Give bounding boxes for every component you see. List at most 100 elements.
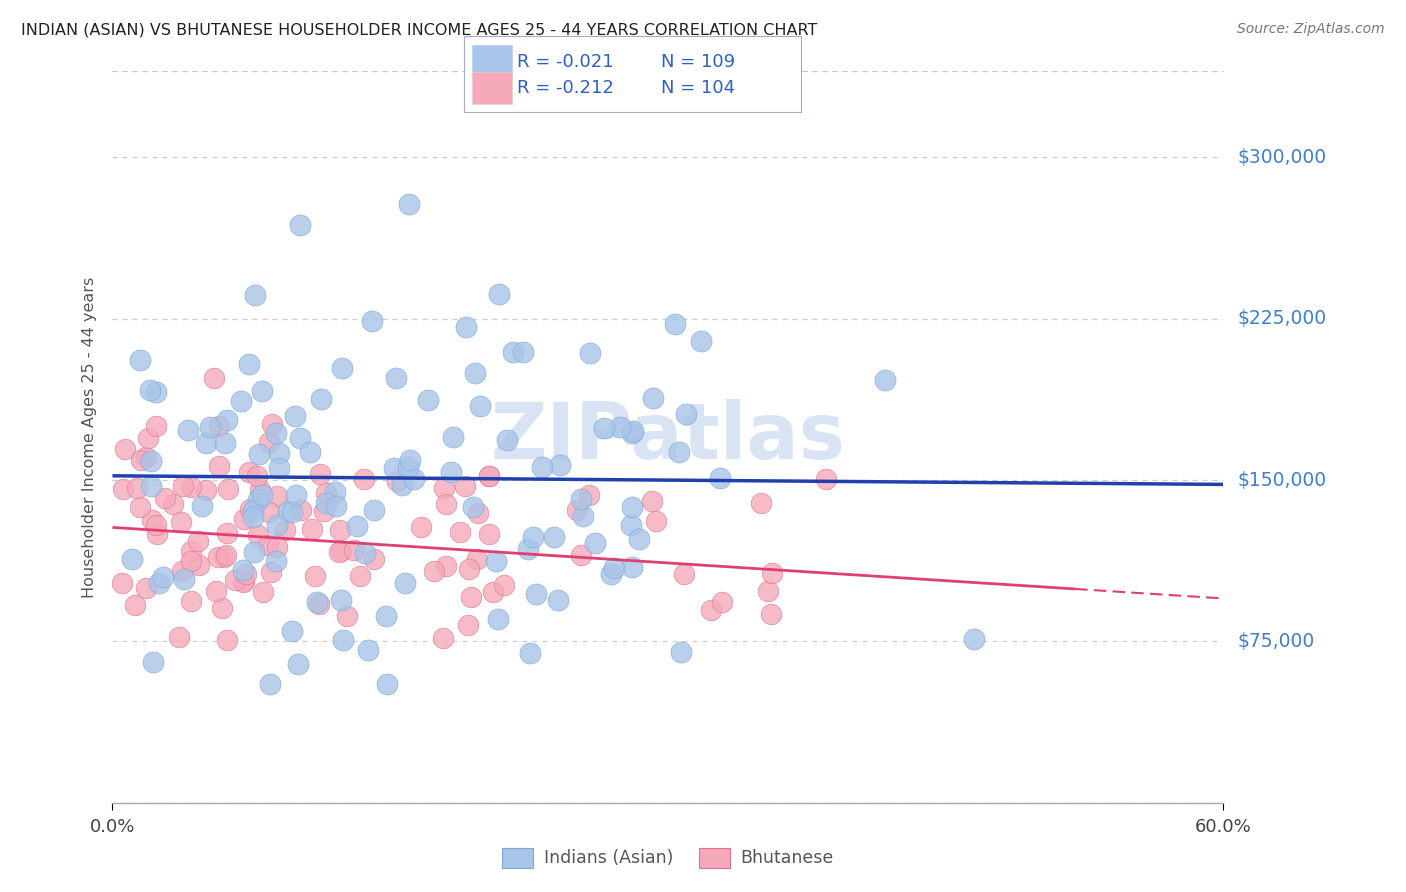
Point xyxy=(700,602,723,616)
Point xyxy=(232,574,254,589)
Point xyxy=(675,407,697,421)
Text: Source: ZipAtlas.com: Source: ZipAtlas.com xyxy=(1237,22,1385,37)
Point xyxy=(434,497,457,511)
Point xyxy=(433,481,456,495)
Point xyxy=(578,346,600,360)
Point xyxy=(524,587,547,601)
Point xyxy=(325,499,347,513)
Y-axis label: Householder Income Ages 25 - 44 years: Householder Income Ages 25 - 44 years xyxy=(82,277,97,598)
Point xyxy=(522,530,544,544)
Point xyxy=(264,553,287,567)
Point xyxy=(517,541,540,556)
Point xyxy=(256,538,278,552)
Point xyxy=(260,417,283,432)
Point xyxy=(583,535,606,549)
Point xyxy=(285,488,308,502)
Point xyxy=(129,453,152,467)
Point xyxy=(215,525,238,540)
Point xyxy=(418,392,440,407)
Point xyxy=(602,561,624,575)
Point xyxy=(502,345,524,359)
Point xyxy=(195,435,218,450)
Point xyxy=(145,385,167,400)
Point xyxy=(145,518,167,533)
Point xyxy=(141,513,163,527)
Point xyxy=(277,504,299,518)
Point xyxy=(232,563,254,577)
Point xyxy=(394,576,416,591)
Point xyxy=(620,425,643,440)
Point xyxy=(328,545,350,559)
Point xyxy=(266,540,288,554)
Point xyxy=(301,522,323,536)
Point xyxy=(470,400,492,414)
Text: $150,000: $150,000 xyxy=(1237,471,1326,490)
Point xyxy=(124,598,146,612)
Point xyxy=(478,468,501,483)
Point xyxy=(252,384,274,398)
Point xyxy=(267,461,290,475)
Point xyxy=(449,524,471,539)
Point xyxy=(353,472,375,486)
Point xyxy=(129,500,152,514)
Point xyxy=(330,543,353,558)
Point xyxy=(290,502,312,516)
Point xyxy=(460,590,482,604)
Point xyxy=(187,558,209,572)
Point xyxy=(756,584,779,599)
Point xyxy=(432,632,454,646)
Point xyxy=(457,617,479,632)
Point xyxy=(963,632,986,646)
Point xyxy=(191,499,214,513)
Point xyxy=(592,421,614,435)
Point xyxy=(232,574,254,588)
Point xyxy=(243,288,266,302)
Point xyxy=(423,565,446,579)
Point xyxy=(710,595,733,609)
Point xyxy=(273,523,295,537)
Point xyxy=(266,426,288,441)
Point xyxy=(398,197,420,211)
Point xyxy=(477,468,499,483)
Point xyxy=(152,570,174,584)
Text: N = 104: N = 104 xyxy=(661,79,735,97)
Point xyxy=(242,544,264,558)
Point xyxy=(281,505,304,519)
Legend: Indians (Asian), Bhutanese: Indians (Asian), Bhutanese xyxy=(495,840,841,874)
Point xyxy=(205,584,228,599)
Point xyxy=(290,431,312,445)
Point xyxy=(336,608,359,623)
Point xyxy=(114,442,136,456)
Point xyxy=(215,548,238,562)
Text: $225,000: $225,000 xyxy=(1237,310,1326,328)
Point xyxy=(257,505,280,519)
Point xyxy=(172,478,194,492)
Point xyxy=(314,504,336,518)
Point xyxy=(246,527,269,541)
Text: $75,000: $75,000 xyxy=(1237,632,1315,651)
Text: R = -0.212: R = -0.212 xyxy=(517,79,614,97)
Point xyxy=(215,632,238,647)
Point xyxy=(329,524,352,538)
Point xyxy=(360,314,382,328)
Point xyxy=(485,554,508,568)
Text: $300,000: $300,000 xyxy=(1237,148,1326,167)
Point xyxy=(145,419,167,434)
Point xyxy=(482,585,505,599)
Point xyxy=(266,518,288,533)
Point xyxy=(578,488,600,502)
Point xyxy=(512,345,534,359)
Point xyxy=(215,413,238,427)
Point xyxy=(153,491,176,505)
Point xyxy=(464,366,486,380)
Point xyxy=(148,576,170,591)
Point xyxy=(242,504,264,518)
Point xyxy=(396,459,419,474)
Point xyxy=(391,478,413,492)
Point xyxy=(198,419,221,434)
Point xyxy=(330,593,353,607)
Point xyxy=(214,435,236,450)
Point xyxy=(815,472,838,486)
Point xyxy=(281,624,304,638)
Point xyxy=(170,564,193,578)
